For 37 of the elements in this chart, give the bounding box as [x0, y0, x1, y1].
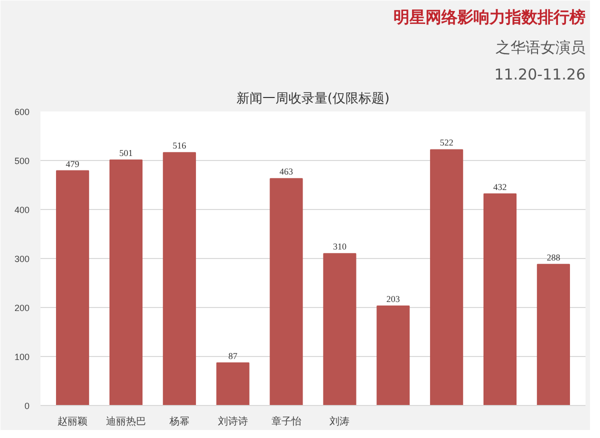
bar — [483, 193, 517, 406]
y-tick-label: 200 — [14, 303, 30, 313]
bar — [216, 362, 250, 406]
y-tick-label: 100 — [14, 352, 30, 362]
bar — [430, 149, 464, 406]
y-tick-label: 500 — [14, 156, 30, 166]
x-tick-label: 杨幂 — [168, 416, 190, 428]
x-tick-label: 刘诗诗 — [218, 416, 248, 428]
data-label: 310 — [332, 242, 347, 252]
data-label: 463 — [280, 166, 294, 177]
bar — [56, 170, 90, 406]
y-tick-label: 300 — [14, 254, 30, 264]
data-label: 87 — [228, 350, 238, 361]
text: 11.20-11.26 — [494, 66, 586, 84]
x-tick-label: 迪丽热巴 — [106, 416, 146, 428]
x-tick-label: 赵丽颖 — [58, 416, 88, 428]
data-label: 288 — [546, 252, 561, 262]
chart-subtitle: 之华语女演员 — [496, 38, 586, 56]
bar — [323, 253, 356, 406]
data-label: 522 — [440, 138, 454, 148]
data-label: 432 — [493, 182, 507, 192]
bar — [162, 152, 196, 406]
y-tick-label: 600 — [14, 107, 30, 117]
bar — [376, 306, 410, 406]
bar — [270, 178, 303, 406]
data-label: 501 — [119, 148, 133, 158]
bar — [536, 264, 570, 406]
chart-title: 明星网络影响力指数排行榜 — [394, 8, 586, 26]
data-label: 516 — [172, 140, 187, 151]
data-label: 203 — [386, 294, 400, 304]
x-tick-label: 刘涛 — [330, 416, 350, 428]
data-label: 479 — [66, 158, 80, 169]
bar — [109, 160, 143, 406]
x-tick-label: 章子怡 — [271, 416, 302, 428]
y-tick-label: 0 — [24, 401, 30, 411]
y-tick-label: 400 — [14, 205, 30, 215]
text: 新闻一周收录量(仅限标题) — [236, 92, 390, 106]
